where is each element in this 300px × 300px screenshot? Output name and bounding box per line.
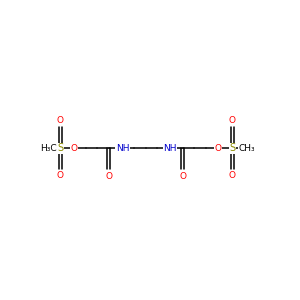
Text: O: O (70, 143, 78, 152)
Text: O: O (229, 171, 236, 180)
Text: CH₃: CH₃ (238, 143, 255, 152)
Text: O: O (179, 172, 186, 181)
Text: O: O (57, 116, 64, 125)
Text: O: O (214, 143, 221, 152)
Text: O: O (105, 172, 112, 181)
Text: H₃C: H₃C (40, 143, 56, 152)
Text: S: S (57, 143, 63, 153)
Text: O: O (229, 116, 236, 125)
Text: O: O (57, 171, 64, 180)
Text: S: S (229, 143, 236, 153)
Text: NH: NH (116, 143, 129, 152)
Text: NH: NH (163, 143, 177, 152)
